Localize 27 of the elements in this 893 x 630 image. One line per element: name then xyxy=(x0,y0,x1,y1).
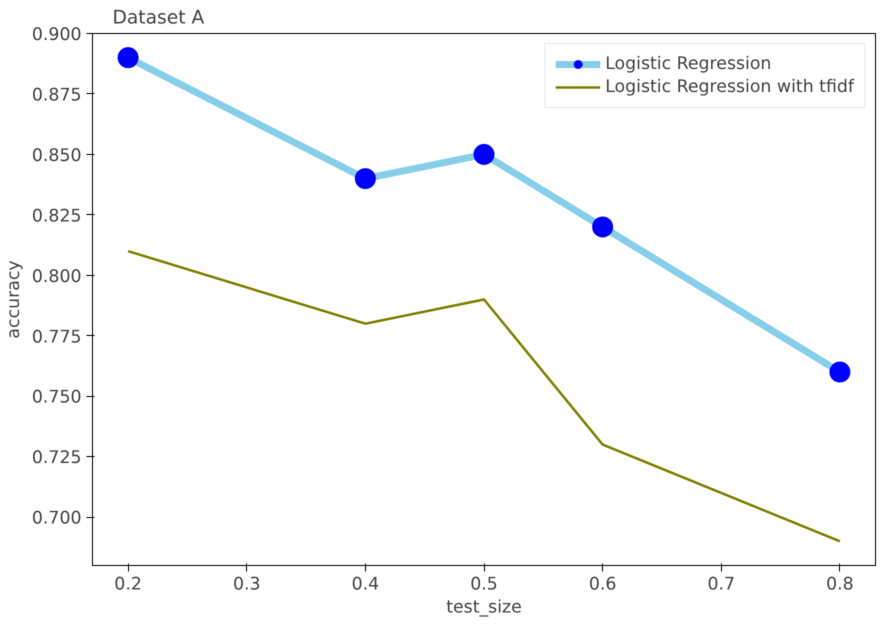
point xyxy=(829,362,850,383)
x-tick-label: 0.4 xyxy=(352,574,380,594)
x-tick-label: 0.5 xyxy=(470,574,498,594)
point xyxy=(474,144,494,165)
point xyxy=(354,168,376,190)
y-axis-title: accuracy xyxy=(4,260,24,339)
x-tick-label: 0.3 xyxy=(232,574,261,594)
y-tick-label: 0.725 xyxy=(32,448,82,468)
legend-label: Logistic Regression with tfidf xyxy=(605,77,854,97)
x-tick-label: 0.7 xyxy=(707,574,736,594)
line-series xyxy=(126,250,842,543)
x-tick-label: 0.2 xyxy=(114,574,142,594)
x-axis-title: test_size xyxy=(446,598,522,618)
legend-label: Logistic Regression xyxy=(605,54,772,74)
point xyxy=(118,47,139,68)
chart-title: Dataset A xyxy=(112,8,204,28)
x-tick-label: 0.8 xyxy=(826,574,854,594)
y-tick-label: 0.900 xyxy=(32,25,82,45)
y-tick-label: 0.700 xyxy=(32,508,82,529)
y-tick-label: 0.825 xyxy=(32,206,82,226)
y-tick-label: 0.775 xyxy=(32,327,82,348)
y-tick-label: 0.750 xyxy=(32,388,82,408)
point xyxy=(592,216,614,238)
y-tick-label: 0.850 xyxy=(32,146,82,166)
y-tick-label: 0.875 xyxy=(32,85,82,106)
y-tick-label: 0.800 xyxy=(32,266,82,287)
x-tick-label: 0.6 xyxy=(588,574,616,594)
